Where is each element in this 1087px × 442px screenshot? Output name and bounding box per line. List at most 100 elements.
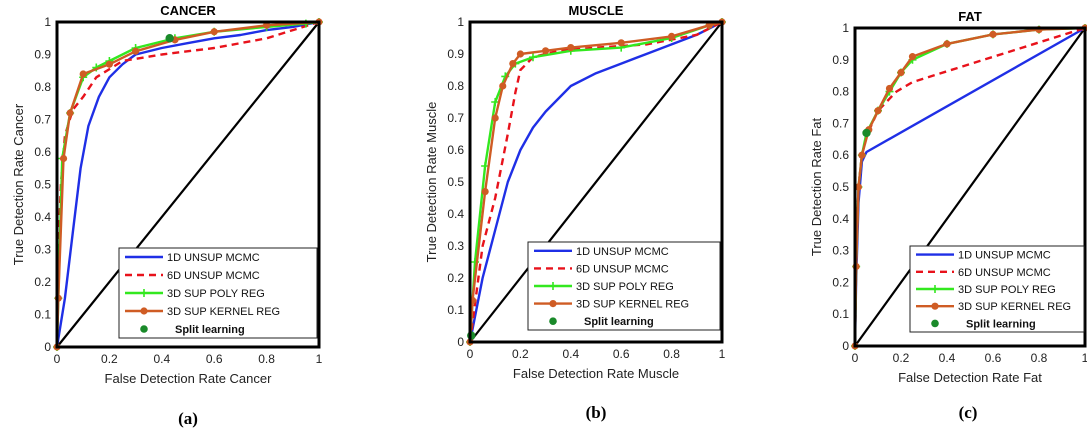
y-tick-label: 0.9 — [832, 53, 849, 67]
y-tick-label: 0.5 — [447, 175, 464, 189]
y-tick-label: 0.2 — [34, 275, 51, 289]
y-tick-label: 0.6 — [34, 145, 51, 159]
x-tick-label: 0.4 — [562, 347, 579, 361]
legend-label-0: 1D UNSUP MCMC — [958, 250, 1051, 262]
legend-label-0: 1D UNSUP MCMC — [167, 252, 260, 264]
legend-marker-plus — [140, 289, 148, 297]
kernel-marker-10 — [989, 30, 997, 38]
y-tick-label: 0.1 — [447, 303, 464, 317]
panel-caption: (b) — [586, 403, 607, 422]
x-axis-label: False Detection Rate Muscle — [513, 366, 679, 381]
legend-label-0: 1D UNSUP MCMC — [576, 246, 669, 258]
legend-marker-plus — [549, 282, 557, 290]
y-tick-label: 0 — [457, 335, 464, 349]
legend-marker-split — [931, 319, 939, 328]
y-tick-label: 0.1 — [832, 307, 849, 321]
series-line-0 — [468, 20, 723, 343]
axes-frame — [853, 26, 1087, 348]
y-axis-label: True Detection Rate Muscle — [424, 102, 439, 263]
chart-title: FAT — [958, 9, 982, 24]
chart-title: MUSCLE — [569, 3, 624, 18]
y-tick-label: 0.2 — [832, 275, 849, 289]
y-tick-label: 0 — [842, 339, 849, 353]
diagonal-line — [854, 27, 1086, 347]
panel-caption: (c) — [959, 403, 978, 422]
legend-label-split: Split learning — [175, 324, 245, 336]
y-tick-label: 0.8 — [447, 79, 464, 93]
legend-label-split: Split learning — [584, 316, 654, 328]
y-tick-label: 1 — [44, 15, 51, 29]
x-tick-label: 0.6 — [206, 352, 223, 366]
diagonal-line — [469, 21, 723, 343]
y-tick-label: 0.8 — [34, 80, 51, 94]
y-tick-label: 0.3 — [34, 243, 51, 257]
poly-marker-6 — [529, 53, 537, 62]
kernel-marker-3 — [491, 114, 499, 122]
x-axis-label: False Detection Rate Fat — [898, 370, 1042, 385]
y-tick-label: 0.8 — [832, 85, 849, 99]
legend-label-3: 3D SUP KERNEL REG — [167, 306, 280, 318]
x-tick-label: 0 — [852, 351, 859, 365]
y-tick-label: 0.6 — [832, 148, 849, 162]
chart-panel-2: FAT 0 0.1 0.2 0.3 0.4 0.5 0.6 0.7 0.8 0.9 1 0 0.2 0.4 0… — [809, 9, 1087, 422]
legend: 1D UNSUP MCMC 6D UNSUP MCMC 3D SUP POLY RE… — [909, 245, 1085, 333]
y-tick-label: 0.7 — [832, 116, 849, 130]
legend-label-1: 6D UNSUP MCMC — [576, 263, 669, 275]
kernel-marker-3 — [858, 151, 866, 159]
kernel-marker-6 — [516, 50, 525, 58]
split-learning-point — [862, 128, 871, 138]
legend-label-2: 3D SUP POLY REG — [958, 284, 1056, 296]
legend-marker-circle — [931, 302, 939, 310]
x-tick-label: 0.2 — [893, 351, 910, 365]
kernel-marker-5 — [509, 60, 517, 68]
y-tick-label: 0.6 — [447, 143, 464, 157]
y-tick-label: 0.5 — [832, 180, 849, 194]
y-tick-label: 0.3 — [832, 244, 849, 258]
legend-label-1: 6D UNSUP MCMC — [167, 270, 260, 282]
y-tick-label: 0.9 — [447, 47, 464, 61]
x-tick-label: 1 — [719, 347, 726, 361]
kernel-marker-5 — [105, 60, 113, 68]
chart-panel-1: MUSCLE 0 0.1 0.2 0.3 0.4 0.5 0.6 0.7 0.8 0.9 1 0 0.2 0… — [424, 3, 726, 422]
y-tick-label: 0.7 — [34, 113, 51, 127]
diagonal-line — [56, 21, 320, 348]
legend-label-1: 6D UNSUP MCMC — [958, 267, 1051, 279]
y-tick-label: 0.4 — [34, 210, 51, 224]
x-tick-label: 0.2 — [101, 352, 118, 366]
x-tick-label: 0.6 — [613, 347, 630, 361]
y-tick-label: 0.3 — [447, 239, 464, 253]
kernel-marker-6 — [885, 84, 894, 93]
y-tick-label: 0.4 — [832, 212, 849, 226]
split-learning-point — [165, 34, 174, 43]
legend-marker-circle — [140, 307, 148, 315]
series-line-2 — [468, 20, 723, 343]
kernel-marker-4 — [499, 82, 507, 90]
panel-caption: (a) — [178, 409, 198, 428]
legend: 1D UNSUP MCMC 6D UNSUP MCMC 3D SUP POLY RE… — [118, 247, 318, 339]
kernel-marker-6 — [132, 47, 140, 55]
chart-title: CANCER — [160, 3, 216, 18]
y-axis-label: True Detection Rate Cancer — [11, 103, 26, 265]
y-tick-label: 0.5 — [34, 178, 51, 192]
legend-label-3: 3D SUP KERNEL REG — [958, 301, 1071, 313]
y-tick-label: 1 — [457, 15, 464, 29]
kernel-marker-7 — [542, 47, 550, 55]
kernel-marker-3 — [66, 109, 74, 117]
y-tick-label: 0 — [44, 340, 51, 354]
legend: 1D UNSUP MCMC 6D UNSUP MCMC 3D SUP POLY RE… — [527, 241, 721, 331]
y-tick-label: 0.9 — [34, 48, 51, 62]
axes-frame — [55, 20, 321, 349]
kernel-marker-9 — [617, 39, 625, 47]
kernel-marker-2 — [481, 188, 489, 196]
chart-panel-0: CANCER 0 0.1 0.2 0.3 0.4 0.5 0.6 0.7 0.8 0.9 1 0 0.2 0… — [11, 3, 323, 428]
legend-marker-plus — [931, 285, 939, 293]
y-tick-label: 0.7 — [447, 111, 464, 125]
x-tick-label: 0.4 — [939, 351, 956, 365]
legend-marker-split — [140, 325, 148, 333]
series-line-1 — [468, 20, 723, 343]
x-tick-label: 0.8 — [663, 347, 680, 361]
legend-label-3: 3D SUP KERNEL REG — [576, 299, 689, 311]
y-axis-label: True Detection Rate Fat — [809, 117, 824, 256]
